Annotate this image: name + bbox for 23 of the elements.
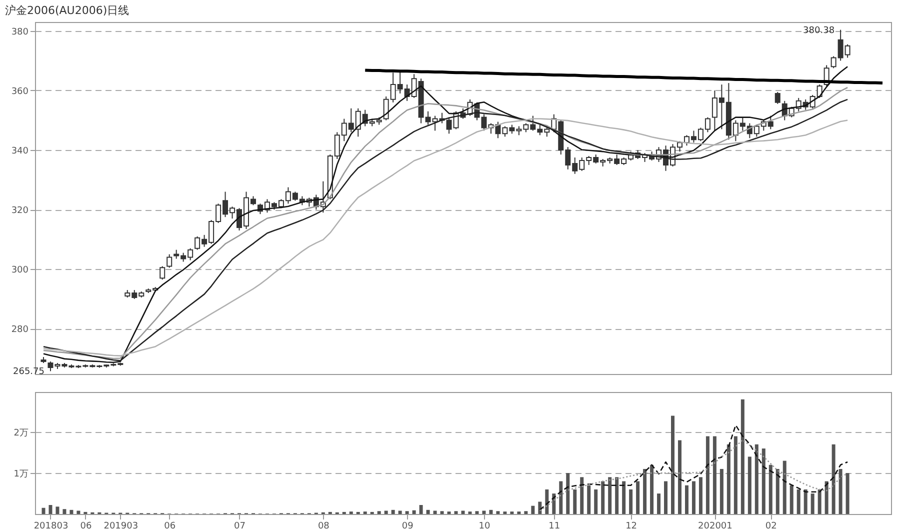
y-tick-label: 340 [11, 146, 29, 157]
x-tick-label: 06 [80, 522, 92, 531]
x-tick-label: 11 [548, 522, 560, 531]
annotation: 380.38 [803, 26, 835, 36]
x-tick-label: 201803 [34, 522, 68, 531]
x-tick-label: 202001 [698, 522, 732, 531]
y-tick-label: 2万 [14, 428, 28, 439]
chart-title: 沪金2006(AU2006)日线 [5, 4, 130, 17]
x-tick-label: 06 [164, 522, 176, 531]
y-tick-label: 280 [11, 325, 29, 336]
x-tick-label: 02 [765, 522, 777, 531]
x-tick-label: 09 [402, 522, 414, 531]
y-tick-label: 380 [11, 27, 29, 38]
y-tick-label: 360 [11, 86, 29, 97]
y-tick-label: 320 [11, 206, 29, 216]
annotation: 265.75 [12, 367, 44, 378]
x-tick-label: 10 [478, 522, 490, 531]
x-tick-label: 201903 [104, 522, 138, 531]
x-tick-label: 08 [318, 522, 330, 531]
y-tick-label: 300 [11, 266, 29, 276]
y-tick-label: 1万 [14, 470, 28, 480]
x-tick-label: 07 [234, 522, 246, 531]
x-tick-label: 12 [626, 522, 638, 531]
